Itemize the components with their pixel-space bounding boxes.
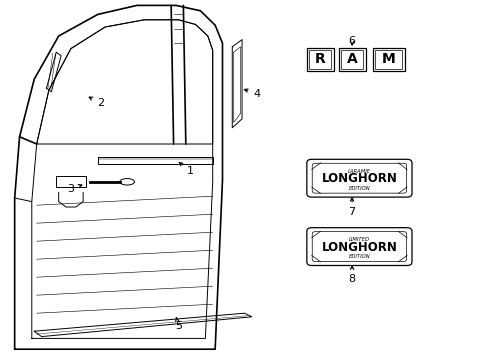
Text: 1: 1 xyxy=(179,163,194,176)
Text: LARAMIE: LARAMIE xyxy=(347,169,370,174)
Text: 7: 7 xyxy=(348,198,355,217)
Text: 3: 3 xyxy=(67,184,81,194)
Text: 4: 4 xyxy=(244,89,260,99)
Bar xyxy=(338,48,365,71)
Bar xyxy=(309,49,331,69)
Text: LIMITED: LIMITED xyxy=(348,237,369,242)
Bar xyxy=(372,48,404,71)
Text: EDITION: EDITION xyxy=(348,254,369,259)
Text: 6: 6 xyxy=(348,36,355,46)
Text: 2: 2 xyxy=(89,97,103,108)
Text: EDITION: EDITION xyxy=(348,186,369,191)
Text: A: A xyxy=(346,53,357,66)
Text: LONGHORN: LONGHORN xyxy=(321,241,397,254)
Text: 8: 8 xyxy=(348,266,355,284)
Bar xyxy=(375,49,402,69)
Text: 5: 5 xyxy=(175,318,182,331)
Text: R: R xyxy=(314,53,325,66)
Text: LONGHORN: LONGHORN xyxy=(321,172,397,185)
Bar xyxy=(341,49,362,69)
Bar xyxy=(306,48,333,71)
Text: M: M xyxy=(381,53,395,66)
